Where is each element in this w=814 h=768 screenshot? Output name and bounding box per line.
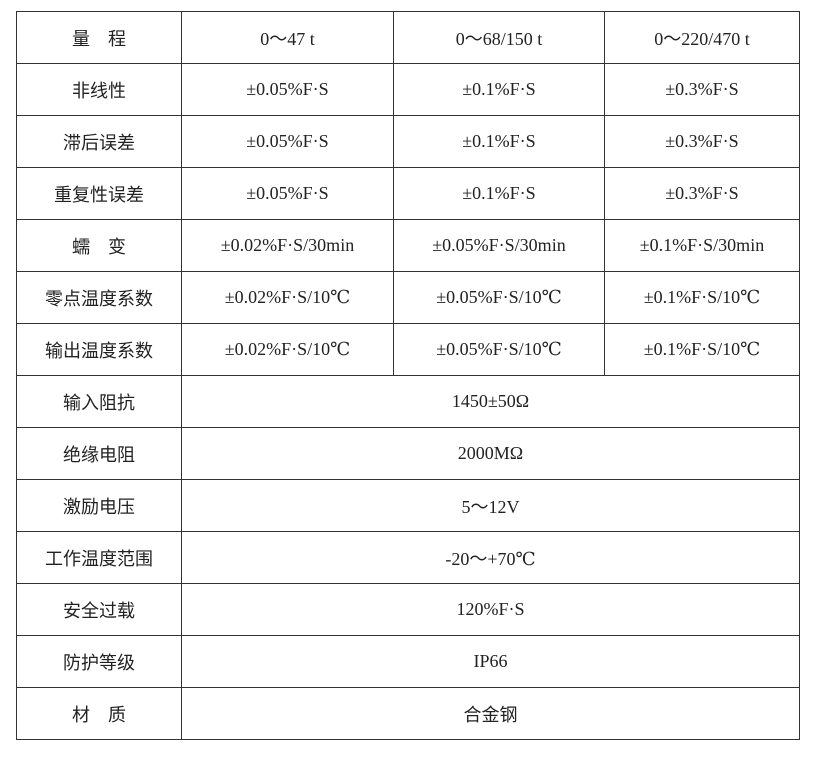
cell: 120%F·S bbox=[181, 583, 800, 636]
table-row: 非线性 ±0.05%F·S ±0.1%F·S ±0.3%F·S bbox=[16, 63, 800, 116]
row-label: 输出温度系数 bbox=[16, 323, 182, 376]
table-row: 防护等级 IP66 bbox=[16, 635, 800, 688]
table-row: 输出温度系数 ±0.02%F·S/10℃ ±0.05%F·S/10℃ ±0.1%F·S… bbox=[16, 323, 800, 376]
row-label: 重复性误差 bbox=[16, 167, 182, 220]
table-row-range: 量 程 0～47 t 0～68/150 t 0～220/470 t bbox=[16, 11, 800, 64]
cell: 0～220/470 t bbox=[604, 11, 800, 64]
cell: ±0.3%F·S bbox=[604, 167, 800, 220]
table-row: 材 质合金钢 bbox=[16, 687, 800, 740]
cell: ±0.05%F·S/10℃ bbox=[393, 271, 605, 324]
row-label: 绝缘电阻 bbox=[16, 427, 182, 480]
cell: ±0.1%F·S/10℃ bbox=[604, 323, 800, 376]
table-row: 蠕 变 ±0.02%F·S/30min ±0.05%F·S/30min ±0.1%F·… bbox=[16, 219, 800, 272]
cell: ±0.02%F·S/30min bbox=[181, 219, 394, 272]
table-row: 重复性误差 ±0.05%F·S ±0.1%F·S ±0.3%F·S bbox=[16, 167, 800, 220]
cell: -20～+70℃ bbox=[181, 531, 800, 584]
spec-table: 量 程 0～47 t 0～68/150 t 0～220/470 t 非线性 ±0.… bbox=[16, 11, 800, 740]
cell: ±0.1%F·S/10℃ bbox=[604, 271, 800, 324]
row-label: 输入阻抗 bbox=[16, 375, 182, 428]
cell: ±0.05%F·S/30min bbox=[393, 219, 605, 272]
cell: ±0.05%F·S/10℃ bbox=[393, 323, 605, 376]
cell: ±0.1%F·S bbox=[393, 63, 605, 116]
cell: ±0.1%F·S bbox=[393, 115, 605, 168]
row-label: 防护等级 bbox=[16, 635, 182, 688]
table-row: 激励电压 5～12V bbox=[16, 479, 800, 532]
table-row: 输入阻抗 1450±50Ω bbox=[16, 375, 800, 428]
row-label: 蠕 变 bbox=[16, 219, 182, 272]
row-label: 量 程 bbox=[16, 11, 182, 64]
row-label: 滞后误差 bbox=[16, 115, 182, 168]
table-row: 安全过载 120%F·S bbox=[16, 583, 800, 636]
table-row: 工作温度范围 -20～+70℃ bbox=[16, 531, 800, 584]
cell: ±0.02%F·S/10℃ bbox=[181, 271, 394, 324]
cell: ±0.05%F·S bbox=[181, 167, 394, 220]
cell: IP66 bbox=[181, 635, 800, 688]
cell: ±0.05%F·S bbox=[181, 115, 394, 168]
row-label: 安全过载 bbox=[16, 583, 182, 636]
cell: 0～68/150 t bbox=[393, 11, 605, 64]
row-label: 材 质 bbox=[16, 687, 182, 740]
cell: 合金钢 bbox=[181, 687, 800, 740]
row-label: 工作温度范围 bbox=[16, 531, 182, 584]
row-label: 零点温度系数 bbox=[16, 271, 182, 324]
table-row: 绝缘电阻 2000MΩ bbox=[16, 427, 800, 480]
cell: ±0.3%F·S bbox=[604, 63, 800, 116]
table-row: 零点温度系数 ±0.02%F·S/10℃ ±0.05%F·S/10℃ ±0.1%F·S… bbox=[16, 271, 800, 324]
row-label: 非线性 bbox=[16, 63, 182, 116]
cell: ±0.05%F·S bbox=[181, 63, 394, 116]
cell: 2000MΩ bbox=[181, 427, 800, 480]
table-row: 滞后误差 ±0.05%F·S ±0.1%F·S ±0.3%F·S bbox=[16, 115, 800, 168]
cell: ±0.1%F·S/30min bbox=[604, 219, 800, 272]
row-label: 激励电压 bbox=[16, 479, 182, 532]
cell: ±0.3%F·S bbox=[604, 115, 800, 168]
cell: 1450±50Ω bbox=[181, 375, 800, 428]
cell: ±0.1%F·S bbox=[393, 167, 605, 220]
cell: 0～47 t bbox=[181, 11, 394, 64]
cell: 5～12V bbox=[181, 479, 800, 532]
cell: ±0.02%F·S/10℃ bbox=[181, 323, 394, 376]
